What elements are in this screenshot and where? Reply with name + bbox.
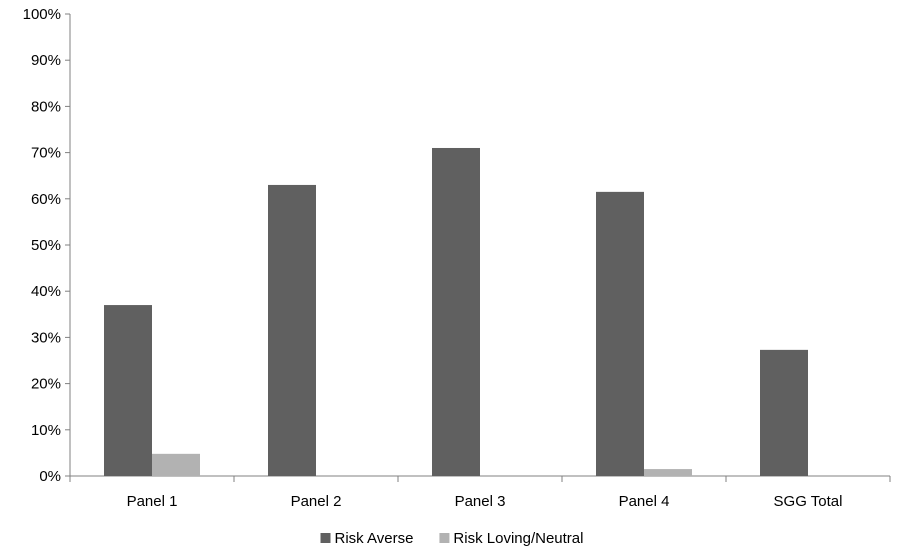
bar-risk-averse	[268, 184, 316, 476]
legend-swatch-risk-loving-neutral	[439, 533, 450, 543]
legend-label-risk-averse: Risk Averse	[335, 530, 414, 547]
y-tick-label: 100%	[23, 6, 61, 23]
bars	[104, 147, 808, 477]
bar-risk-loving-neutral	[644, 469, 692, 476]
x-axis: Panel 1 Panel 2 Panel 3 Panel 4 SGG Total	[69, 475, 891, 510]
y-tick-label: 80%	[31, 98, 61, 115]
bar-risk-loving-neutral	[152, 453, 200, 476]
legend: Risk Averse Risk Loving/Neutral	[320, 530, 583, 547]
legend-label-risk-loving-neutral: Risk Loving/Neutral	[453, 530, 583, 547]
x-tick-label: SGG Total	[774, 493, 843, 510]
y-tick-label: 20%	[31, 376, 61, 393]
bar-risk-averse	[432, 147, 480, 477]
y-tick-label: 60%	[31, 191, 61, 208]
y-tick-label: 10%	[31, 422, 61, 439]
y-axis: 0% 10% 20% 30% 40% 50% 60% 70% 80% 90% 100%	[23, 6, 71, 485]
x-tick-label: Panel 2	[291, 493, 342, 510]
bar-risk-averse	[104, 305, 152, 476]
y-tick-label: 50%	[31, 237, 61, 254]
y-tick-label: 0%	[39, 468, 61, 485]
x-tick-label: Panel 3	[455, 493, 506, 510]
x-tick-label: Panel 4	[619, 493, 670, 510]
legend-swatch-risk-averse	[320, 533, 331, 543]
y-tick-label: 30%	[31, 329, 61, 346]
bar-risk-averse	[760, 349, 808, 476]
y-tick-label: 90%	[31, 52, 61, 69]
y-tick-label: 40%	[31, 283, 61, 300]
y-tick-label: 70%	[31, 145, 61, 162]
bar-risk-averse	[596, 191, 644, 476]
x-tick-label: Panel 1	[127, 493, 178, 510]
